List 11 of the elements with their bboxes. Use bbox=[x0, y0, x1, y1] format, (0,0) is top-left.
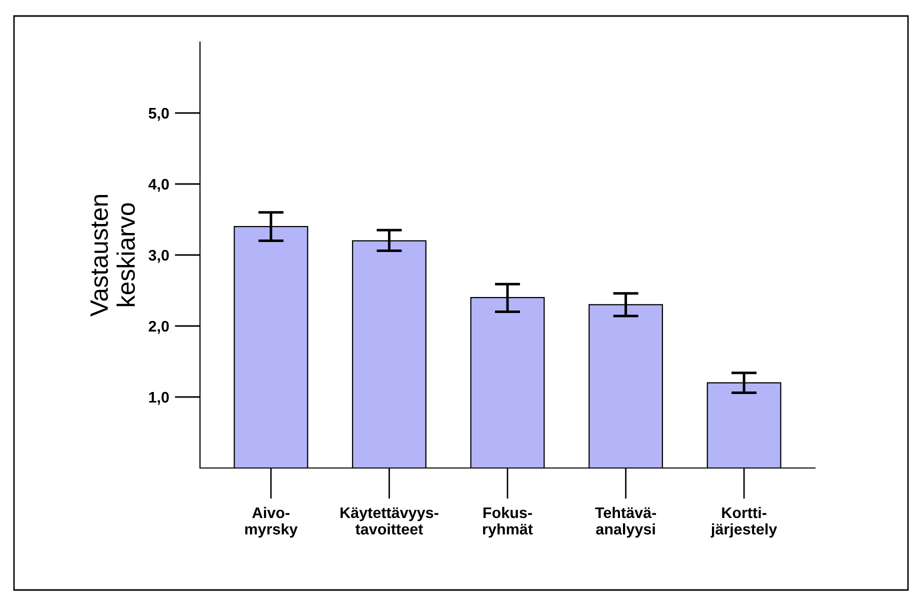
x-tick-label: Aivo- myrsky bbox=[245, 506, 298, 538]
y-axis-title: Vastausten keskiarvo bbox=[90, 195, 135, 317]
y-tick-label: 3,0 bbox=[148, 250, 169, 263]
y-tick-label: 4,0 bbox=[148, 178, 169, 192]
y-tick-label: 5,0 bbox=[148, 108, 169, 121]
x-tick-label: Fokus- ryhmät bbox=[483, 506, 533, 538]
x-tick-label: Tehtävä- analyysi bbox=[595, 506, 656, 538]
y-tick-label: 1,0 bbox=[149, 392, 169, 405]
x-tick-label: Käytettävyys- tavoitteet bbox=[340, 507, 438, 535]
y-tick-label: 2,0 bbox=[148, 320, 169, 334]
x-tick-label: Kortti- järjestely bbox=[710, 506, 778, 538]
